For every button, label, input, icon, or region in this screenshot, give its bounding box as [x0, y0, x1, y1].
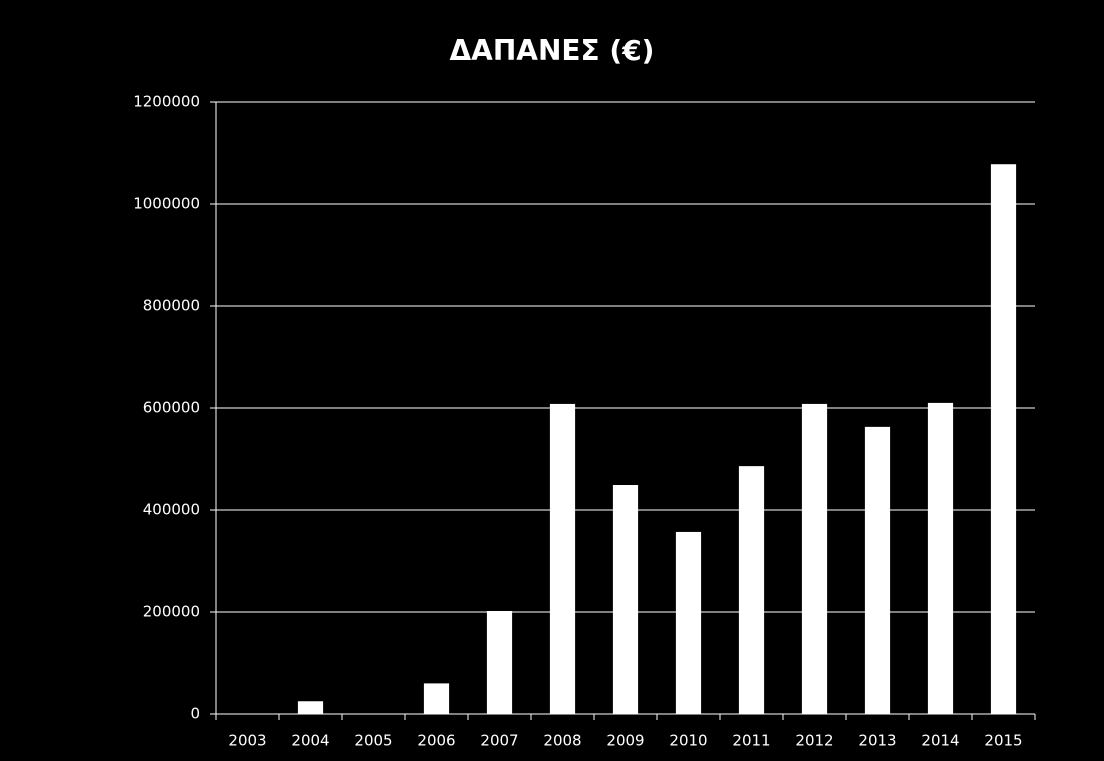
x-tick-label: 2012 [795, 732, 833, 750]
x-tick-label: 2007 [480, 732, 518, 750]
y-tick-label: 600000 [143, 399, 200, 417]
y-tick-label: 200000 [143, 603, 200, 621]
y-tick-label: 800000 [143, 297, 200, 315]
bar [675, 531, 702, 714]
bar [423, 683, 450, 714]
bar [612, 485, 639, 714]
bar [297, 701, 324, 714]
x-tick-label: 2010 [669, 732, 707, 750]
x-tick-label: 2011 [732, 732, 770, 750]
x-tick-label: 2014 [921, 732, 959, 750]
x-tick-label: 2005 [354, 732, 392, 750]
chart-title: ΔΑΠΑΝΕΣ (€) [450, 34, 655, 67]
y-tick-label: 400000 [143, 501, 200, 519]
x-tick-label: 2003 [228, 732, 266, 750]
bar [864, 426, 891, 714]
y-tick-label: 0 [190, 705, 200, 723]
x-tick-label: 2009 [606, 732, 644, 750]
x-tick-label: 2013 [858, 732, 896, 750]
bar [927, 402, 954, 714]
y-tick-label: 1000000 [133, 195, 200, 213]
x-tick-label: 2006 [417, 732, 455, 750]
bar [990, 164, 1017, 715]
y-tick-label: 1200000 [133, 93, 200, 111]
bar [801, 403, 828, 714]
x-tick-label: 2008 [543, 732, 581, 750]
bar [549, 403, 576, 714]
x-tick-label: 2004 [291, 732, 329, 750]
bar [486, 610, 513, 714]
bar [738, 466, 765, 714]
x-tick-label: 2015 [984, 732, 1022, 750]
